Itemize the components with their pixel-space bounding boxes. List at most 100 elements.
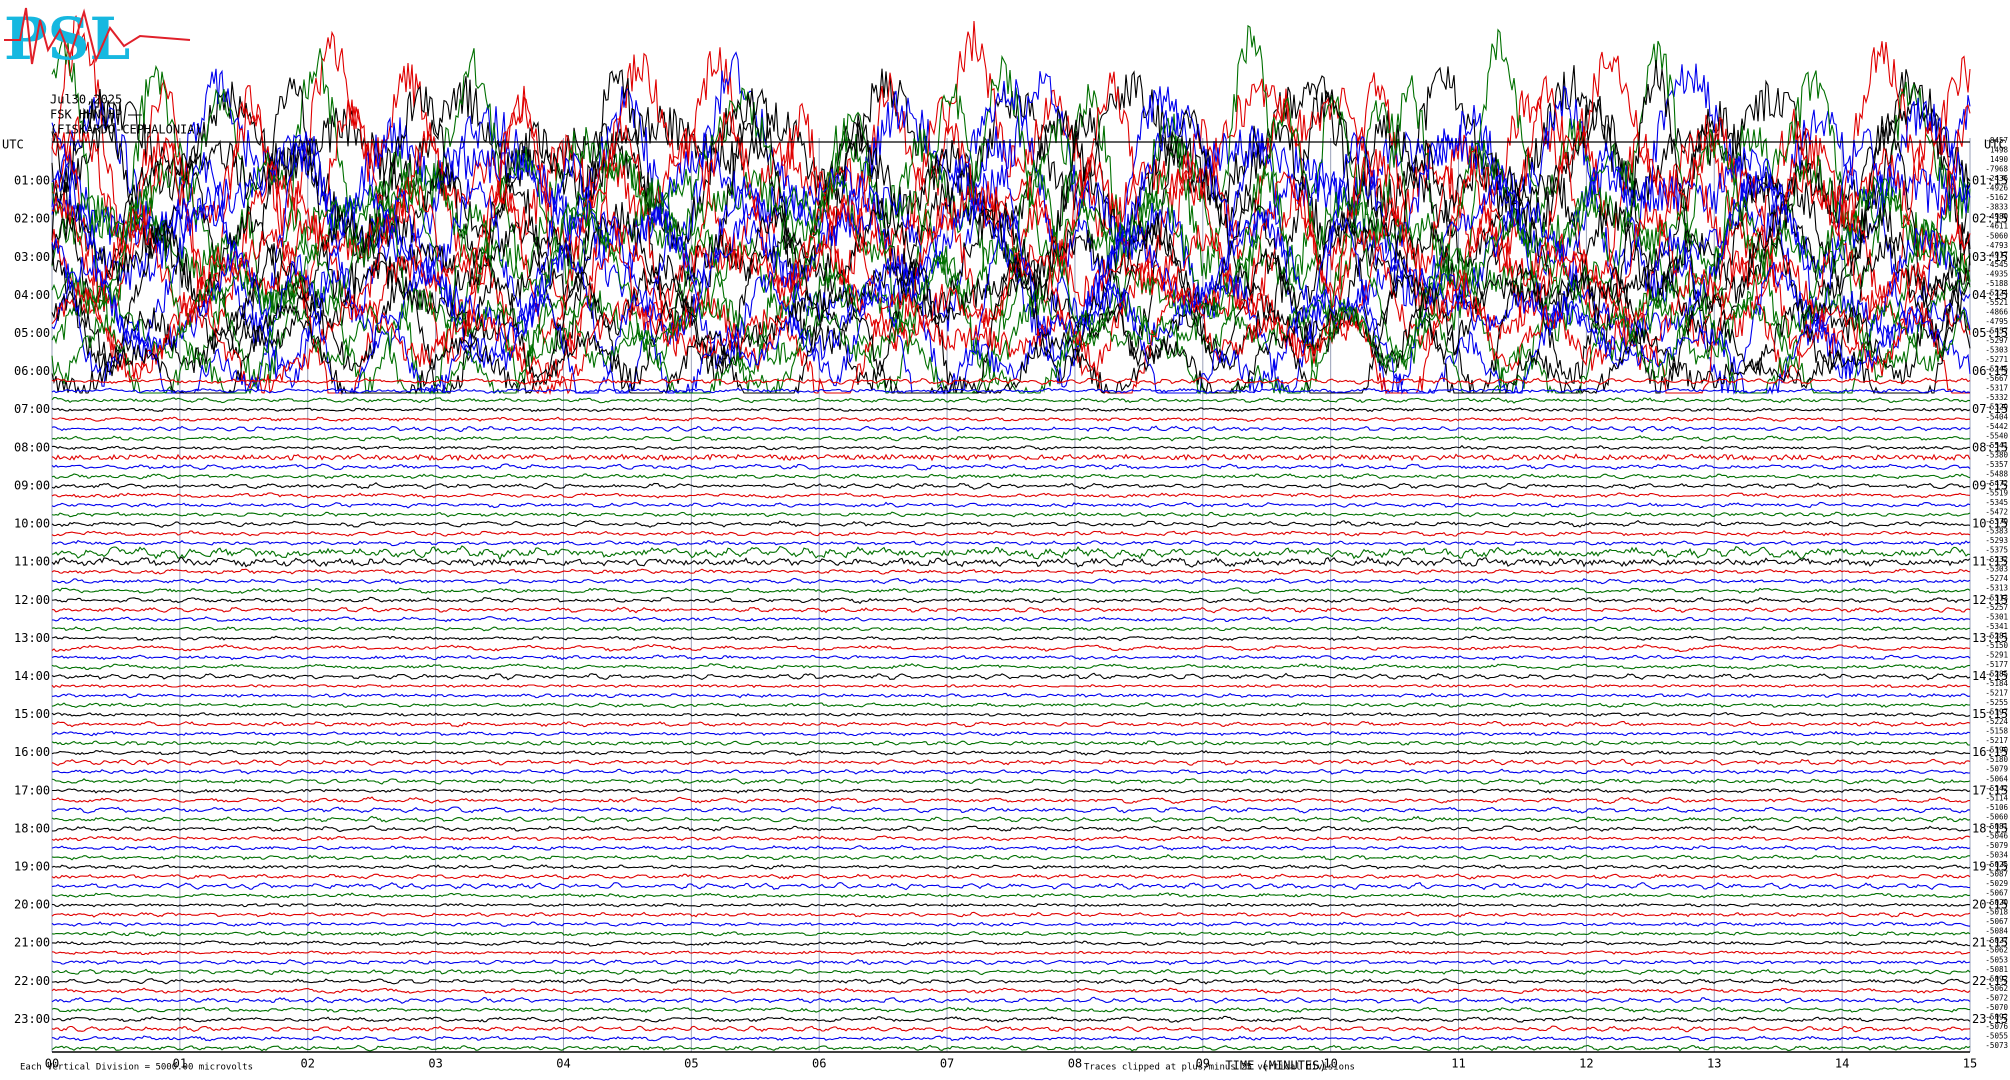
trace — [51, 606, 1971, 614]
trace-offset: -5018 — [1985, 908, 2008, 917]
trace — [51, 519, 1971, 528]
trace-offset: -5285 — [1985, 669, 2008, 678]
right-hour-label: 15:15 — [1972, 707, 2008, 721]
left-hour-label: 08:00 — [14, 440, 50, 454]
trace — [51, 425, 1971, 433]
trace-offset: -5457 — [1985, 327, 2008, 336]
trace — [51, 778, 1971, 785]
trace-offset: -5053 — [1985, 955, 2008, 964]
trace-offset: -5067 — [1985, 889, 2008, 898]
trace-offset: -4980 — [1985, 212, 2008, 221]
trace-offset: -8457 — [1985, 136, 2008, 145]
trace-offset: -4611 — [1985, 222, 2008, 231]
trace — [51, 596, 1971, 605]
trace-offset: -5472 — [1985, 508, 2008, 517]
trace-offset: -4935 — [1985, 269, 2008, 278]
trace — [51, 482, 1971, 490]
left-hour-label: 23:00 — [14, 1012, 50, 1026]
trace — [51, 987, 1971, 994]
trace-offset: -5293 — [1985, 536, 2008, 545]
trace-offset: -5142 — [1985, 784, 2008, 793]
trace — [51, 208, 1971, 395]
left-hour-label: 10:00 — [14, 517, 50, 531]
trace — [51, 911, 1971, 918]
trace-offset: -5034 — [1985, 850, 2008, 859]
trace-offset: -5281 — [1985, 631, 2008, 640]
trace — [51, 530, 1971, 537]
left-axis-title: UTC — [2, 138, 24, 152]
trace-offset: -5472 — [1985, 479, 2008, 488]
trace — [51, 14, 1971, 293]
trace-offset: -5188 — [1985, 279, 2008, 288]
trace — [51, 711, 1971, 718]
trace-offset: -5303 — [1985, 346, 2008, 355]
trace-offset: -5217 — [1985, 689, 2008, 698]
trace — [51, 844, 1971, 851]
trace-offset: -3833 — [1985, 203, 2008, 212]
trace — [51, 635, 1971, 642]
trace-offset: -5540 — [1985, 431, 2008, 440]
right-hour-label: 02:15 — [1972, 212, 2008, 226]
left-hour-label: 19:00 — [14, 860, 50, 874]
left-hour-label: 05:00 — [14, 326, 50, 340]
x-tick-label: 14 — [1835, 1057, 1849, 1071]
right-hour-label: 11:15 — [1972, 555, 2008, 569]
trace — [51, 835, 1971, 842]
trace — [51, 444, 1970, 451]
trace-offset: -5301 — [1985, 612, 2008, 621]
trace-offset: -5092 — [1985, 974, 2008, 983]
traces — [51, 14, 1971, 1052]
trace — [51, 492, 1971, 499]
left-hour-label: 20:00 — [14, 898, 50, 912]
trace-offset: -5020 — [1985, 898, 2008, 907]
x-axis-title: TIME (MINUTES) — [1225, 1059, 1326, 1073]
trace — [51, 796, 1971, 805]
trace-offset: -5162 — [1985, 193, 2008, 202]
x-tick-label: 01 — [173, 1057, 187, 1071]
trace — [51, 60, 1971, 360]
right-hour-label: 17:15 — [1972, 783, 2008, 797]
trace — [51, 1044, 1971, 1052]
trace-offset: -5224 — [1985, 288, 2008, 297]
trace — [51, 825, 1971, 833]
trace-offset: -5046 — [1985, 831, 2008, 840]
trace-offset: -5519 — [1985, 488, 2008, 497]
trace — [51, 295, 1971, 395]
trace-offset: -5114 — [1985, 793, 2008, 802]
trace — [51, 192, 1971, 394]
right-hour-label: 14:15 — [1972, 669, 2008, 683]
trace-offset: -5667 — [1985, 374, 2008, 383]
trace-offset: -5184 — [1985, 679, 2008, 688]
trace-offset: -5062 — [1985, 946, 2008, 955]
trace-offset: -5404 — [1985, 412, 2008, 421]
trace-offset: -5232 — [1985, 555, 2008, 564]
trace — [51, 501, 1971, 509]
trace-offset: -5177 — [1985, 660, 2008, 669]
left-hour-label: 16:00 — [14, 745, 50, 759]
trace-offset: -4795 — [1985, 317, 2008, 326]
trace — [51, 396, 1971, 404]
trace — [52, 939, 1971, 947]
left-hour-label: 13:00 — [14, 631, 50, 645]
right-hour-label: 09:15 — [1972, 478, 2008, 492]
trace — [51, 1006, 1971, 1013]
trace — [51, 616, 1971, 623]
trace — [51, 51, 1971, 296]
trace — [51, 259, 1970, 396]
trace-offset: -5079 — [1985, 841, 2008, 850]
trace — [51, 654, 1971, 661]
trace — [51, 167, 1971, 364]
trace-offset: -5076 — [1985, 1022, 2008, 1031]
trace — [51, 921, 1971, 927]
left-hour-label: 17:00 — [14, 783, 50, 797]
trace-offset: -5158 — [1985, 727, 2008, 736]
clip-note: Traces clipped at plus/minus 25 vertical… — [1084, 1063, 1355, 1073]
trace — [51, 749, 1971, 756]
trace-offset: -5488 — [1985, 469, 2008, 478]
right-axis-title: UTC — [1984, 138, 2006, 152]
trace-offset: -4917 — [1985, 250, 2008, 259]
trace-offset: -5380 — [1985, 450, 2008, 459]
logo: PSL — [4, 5, 191, 73]
trace-offset: -5297 — [1985, 336, 2008, 345]
trace — [51, 511, 1971, 518]
